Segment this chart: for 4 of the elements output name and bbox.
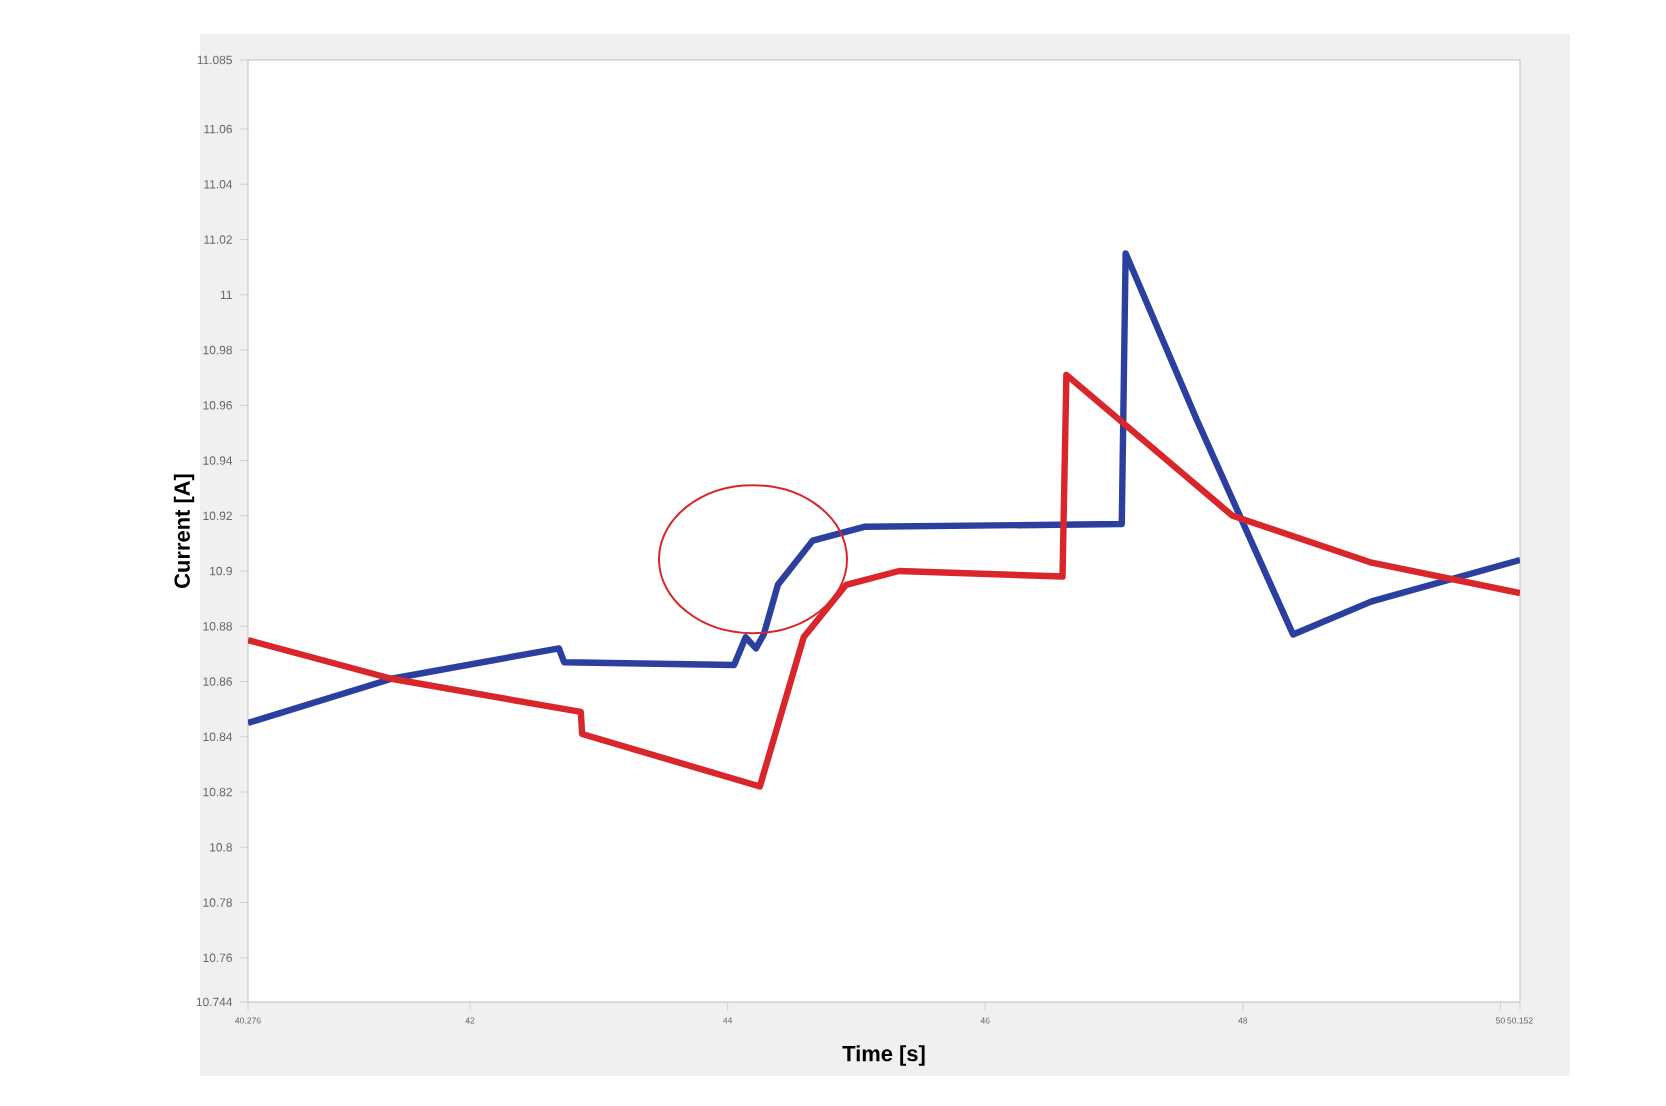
line-series <box>248 250 1520 727</box>
y-axis-title: Current [A] <box>173 474 195 588</box>
line-series <box>248 371 1520 790</box>
x-axis-title: Time [s] <box>842 1045 925 1066</box>
